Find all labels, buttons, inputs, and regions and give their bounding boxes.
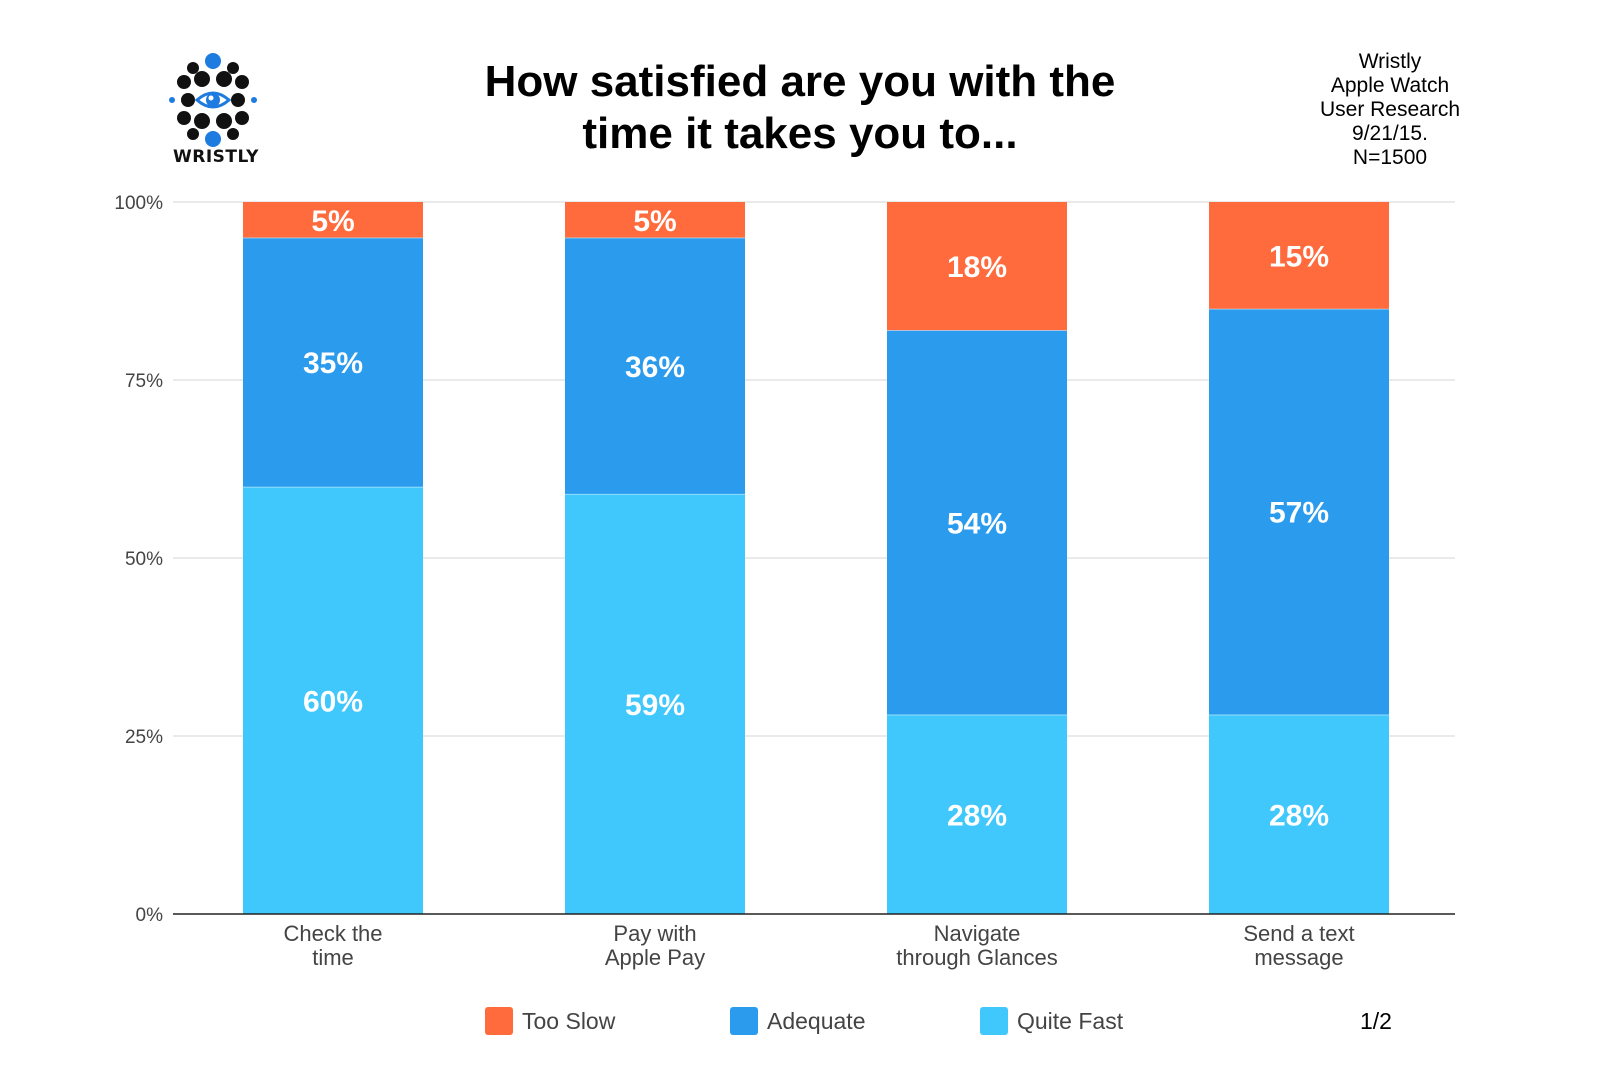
info-line: User Research xyxy=(1319,98,1461,121)
info-line: Wristly xyxy=(1358,50,1422,73)
legend-item-adequate: Adequate xyxy=(730,1003,865,1039)
bar-segment-adequate xyxy=(243,237,423,487)
x-category-label: Check the xyxy=(283,921,382,946)
x-category-label: Apple Pay xyxy=(605,945,705,970)
y-tick-label: 25% xyxy=(125,727,163,748)
data-label: 59% xyxy=(625,689,685,722)
data-label: 5% xyxy=(633,205,676,238)
logo-dot xyxy=(235,75,249,89)
wristly-logo: WRISTLY xyxy=(168,52,264,172)
bar-segment-adequate xyxy=(1209,308,1389,715)
legend-swatch-adequate xyxy=(730,1007,758,1035)
data-label: 5% xyxy=(311,205,354,238)
logo-dot xyxy=(235,111,249,125)
logo-dot xyxy=(187,62,199,74)
chart-title-line-2: time it takes you to... xyxy=(582,109,1018,158)
data-label: 28% xyxy=(947,799,1007,832)
x-category-label: Navigate xyxy=(934,921,1021,946)
bar-segment-quite-fast xyxy=(243,486,423,914)
bar-segment-too-slow xyxy=(887,202,1067,331)
data-label: 35% xyxy=(303,347,363,380)
logo-pupil-highlight xyxy=(208,95,214,101)
x-category-label: Pay with xyxy=(613,921,696,946)
y-tick-label: 0% xyxy=(136,905,164,926)
logo-dot xyxy=(205,131,221,147)
logo-text: WRISTLY xyxy=(172,147,259,167)
x-category-label: message xyxy=(1254,945,1343,970)
logo-dot xyxy=(187,128,199,140)
bar-segment-quite-fast xyxy=(1209,714,1389,914)
info-line: Apple Watch xyxy=(1330,74,1450,97)
logo-dot xyxy=(231,93,245,107)
x-category-label: time xyxy=(312,945,354,970)
data-label: 60% xyxy=(303,685,363,718)
data-label: 54% xyxy=(947,507,1007,540)
wristly-logo-icon xyxy=(169,53,257,147)
logo-dot xyxy=(181,93,195,107)
logo-dot xyxy=(177,75,191,89)
y-tick-label: 100% xyxy=(114,193,163,214)
data-label: 18% xyxy=(947,251,1007,284)
page-number: 1/2 xyxy=(1360,1008,1392,1034)
logo-dot xyxy=(227,62,239,74)
bar-segment-adequate xyxy=(565,237,745,494)
bar-segment-too-slow xyxy=(243,202,423,238)
legend-swatch-quite-fast xyxy=(980,1007,1008,1035)
logo-dot xyxy=(251,97,257,103)
bar-segment-quite-fast xyxy=(887,714,1067,914)
legend: Too Slow Adequate Quite Fast xyxy=(0,1003,1600,1043)
info-line: N=1500 xyxy=(1352,146,1428,169)
legend-item-too-slow: Too Slow xyxy=(485,1003,615,1039)
logo-dot xyxy=(227,128,239,140)
logo-dot xyxy=(216,113,232,129)
logo-dot xyxy=(169,97,175,103)
study-info: Wristly Apple Watch User Research 9/21/1… xyxy=(1300,50,1480,170)
bar-segment-too-slow xyxy=(565,202,745,238)
logo-dot xyxy=(194,113,210,129)
legend-label: Adequate xyxy=(767,1007,866,1034)
y-tick-label: 50% xyxy=(125,549,163,570)
info-line: 9/21/15. xyxy=(1352,122,1428,145)
data-label: 36% xyxy=(625,351,685,384)
bar-segment-too-slow xyxy=(1209,202,1389,309)
logo-dot xyxy=(205,53,221,69)
logo-dot xyxy=(194,71,210,87)
logo-dot xyxy=(216,71,232,87)
legend-swatch-too-slow xyxy=(485,1007,513,1035)
data-label: 15% xyxy=(1269,240,1329,273)
legend-label: Too Slow xyxy=(522,1007,616,1034)
legend-label: Quite Fast xyxy=(1017,1007,1124,1034)
bar-segment-quite-fast xyxy=(565,493,745,914)
x-category-label: Send a text xyxy=(1243,921,1354,946)
legend-item-quite-fast: Quite Fast xyxy=(980,1003,1123,1039)
chart-title-line-1: How satisfied are you with the xyxy=(484,57,1116,106)
chart-title: How satisfied are you with the time it t… xyxy=(420,56,1180,160)
bar-segment-adequate xyxy=(887,330,1067,715)
data-label: 28% xyxy=(1269,799,1329,832)
data-label: 57% xyxy=(1269,497,1329,530)
x-category-label: through Glances xyxy=(896,945,1057,970)
logo-dot xyxy=(177,111,191,125)
y-tick-label: 75% xyxy=(125,371,163,392)
